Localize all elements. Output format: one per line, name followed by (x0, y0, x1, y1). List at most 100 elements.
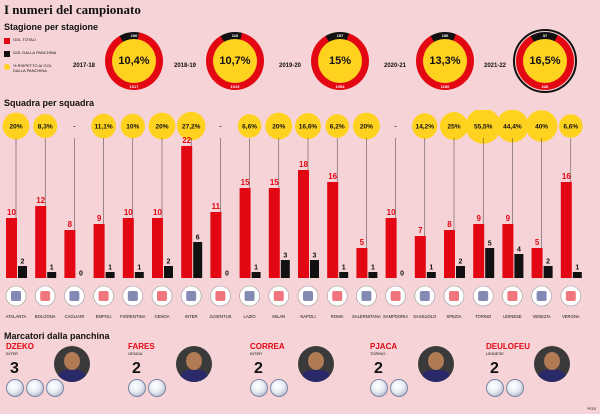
bench-goals-bar (456, 266, 465, 278)
bench-goals-value: 1 (371, 265, 375, 272)
percent-label: 16,6% (299, 124, 318, 131)
bench-goals-value: 3 (283, 253, 287, 260)
season-bench-goals: 37 (542, 33, 548, 38)
bench-goals-value: 2 (459, 259, 463, 266)
percent-bubble (325, 114, 349, 138)
total-goals-value: 9 (476, 214, 481, 223)
bench-goals-bar (485, 248, 495, 278)
teams-bar-chart: 20%102ATALANTA8,3%121BOLOGNA-80CAGLIARI1… (2, 110, 583, 319)
total-goals-bar (152, 218, 163, 278)
team-crest-mark (244, 291, 255, 301)
total-goals-bar (64, 230, 76, 278)
total-goals-value: 16 (562, 172, 571, 181)
total-goals-bar (122, 218, 134, 278)
bench-goals-value: 1 (342, 265, 346, 272)
percent-bubble (525, 110, 558, 142)
bench-goals-bar (134, 272, 144, 278)
percent-bubble (176, 111, 206, 141)
percent-label: 20% (155, 124, 168, 131)
total-goals-bar (93, 224, 105, 278)
percent-label: 40% (535, 124, 548, 131)
bench-goals-value: 1 (137, 265, 141, 272)
total-goals-bar (327, 182, 339, 278)
bench-goals-value: 2 (546, 259, 550, 266)
percent-bubble (440, 112, 468, 140)
percent-bubble (33, 114, 58, 138)
team-name: MILAN (272, 314, 285, 319)
total-goals-bar (210, 212, 222, 278)
bench-goals-bar (280, 260, 290, 278)
legend: GOL TOTALI GOL DALLA PANCHINA % RISPETTO… (4, 37, 64, 79)
team-name: LAZIO (244, 314, 257, 319)
total-goals-value: 10 (153, 208, 162, 217)
soccer-ball-icon (486, 379, 504, 397)
total-goals-value: 12 (36, 196, 45, 205)
legend-item-total: GOL TOTALI (4, 37, 64, 44)
bench-goals-bar (47, 272, 57, 278)
total-goals-bar (268, 188, 280, 278)
team-crest-mark (449, 291, 459, 301)
player-photo (298, 346, 334, 382)
percent-label: 55,5% (474, 124, 493, 131)
team-name: VENEZIA (533, 314, 551, 319)
player-photo (54, 346, 90, 382)
percent-bubble (295, 113, 321, 139)
percent-label: 6,6% (242, 124, 257, 131)
player-photo (176, 346, 212, 382)
team-crest-mark (536, 291, 547, 301)
total-goals-value: 10 (124, 208, 133, 217)
team-crest-mark (127, 291, 138, 301)
season-bench-goals: 156 (441, 33, 449, 38)
scorer-card: CORREA INTER 2 (250, 342, 360, 412)
team-crest-mark (215, 291, 226, 301)
bench-goals-bar (368, 272, 378, 278)
season-bench-goals: 106 (130, 33, 138, 38)
legend-item-percent: % RISPETTO AI GOL DALLA PANCHINA (4, 63, 64, 73)
team-name: ROMA (331, 314, 344, 319)
scorers-heading: Marcatori dalla panchina (4, 331, 110, 341)
percent-label: 20% (360, 124, 373, 131)
scorer-team: TORINO (370, 351, 386, 356)
team-name: FIORENTINA (120, 314, 146, 319)
season-percent: 13,3% (423, 39, 467, 83)
percent-label: 6,6% (563, 124, 578, 131)
total-goals-value: 22 (182, 136, 191, 145)
team-crest-mark (390, 291, 401, 301)
percent-bubble (412, 113, 438, 139)
scorer-name: DEULOFEU (486, 342, 530, 351)
scorer-goals: 3 (10, 360, 19, 377)
team-name: SASSUOLO (413, 314, 437, 319)
season-total-goals: 226 (541, 84, 549, 89)
season-bench-goals: 157 (336, 33, 344, 38)
season-total-goals: 1019 (230, 84, 240, 89)
teams-heading: Squadra per squadra (4, 98, 95, 108)
percent-label: 20% (9, 124, 22, 131)
bench-goals-value: 1 (575, 265, 579, 272)
season-percent: 16,5% (523, 39, 567, 83)
season-label: 2018-19 (174, 63, 197, 69)
percent-label: 25% (447, 124, 460, 131)
soccer-ball-icon (26, 379, 44, 397)
percent-bubble (353, 112, 380, 140)
soccer-ball-icon (250, 379, 268, 397)
total-goals-bar (385, 218, 397, 278)
legend-item-bench: GOL DALLA PANCHINA (4, 50, 64, 57)
scorer-team: INTER (250, 351, 262, 356)
team-name: SALERNITANA (352, 314, 381, 319)
total-goals-value: 15 (241, 178, 250, 187)
soccer-ball-icon (370, 379, 388, 397)
bench-goals-bar (310, 260, 319, 278)
season-total-goals: 1160 (440, 84, 450, 89)
team-name: BOLOGNA (35, 314, 56, 319)
bench-goals-value: 0 (79, 271, 83, 278)
total-goals-value: 18 (299, 160, 308, 169)
total-goals-bar (414, 236, 426, 278)
bench-goals-value: 0 (225, 271, 229, 278)
percent-bubble (265, 112, 293, 140)
season-label: 2021-22 (484, 63, 507, 69)
team-name: CAGLIARI (65, 314, 85, 319)
scorer-name: DZEKO (6, 342, 34, 351)
bench-goals-value: 5 (488, 241, 492, 248)
soccer-ball-icon (148, 379, 166, 397)
team-name: UDINESE (503, 314, 522, 319)
